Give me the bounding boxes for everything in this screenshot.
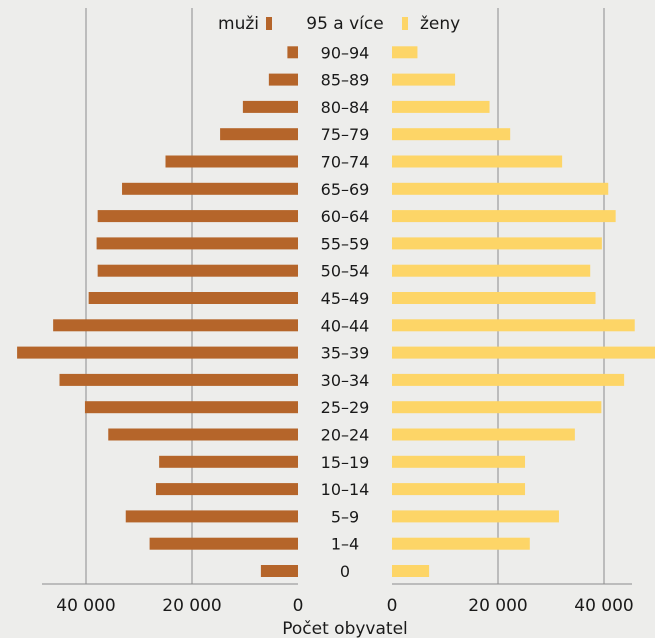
bar-men-12 [96,237,298,250]
age-label-12: 55–59 [321,234,370,253]
bar-women-7 [392,373,625,386]
bar-men-7 [59,373,298,386]
bar-men-16 [220,128,298,141]
age-label-15: 70–74 [321,153,370,172]
bar-men-9 [53,319,298,332]
legend-label-men: muži [218,14,259,34]
bar-women-11 [392,264,591,277]
bar-women-17 [392,100,490,113]
age-label-9: 40–44 [321,316,370,335]
bar-men-14 [122,182,298,195]
x-tick-labels: 40 000 20 000 0 0 20 000 40 000 [56,596,633,616]
age-label-1: 1–4 [331,535,359,554]
x-tick-3: 0 [387,596,398,616]
bar-men-0 [260,565,298,577]
legend-swatch-women [402,17,408,30]
legend-label-women: ženy [420,14,460,34]
legend-swatch-men [266,17,272,30]
age-label-16: 75–79 [321,125,370,144]
age-labels: 0 1–4 5–9 10–14 15–19 20–24 25–29 30–34 35–39 40–… [306,14,383,581]
bar-men-1 [149,537,298,550]
bar-women-5 [392,428,575,441]
bar-men-11 [97,264,298,277]
x-tick-4: 20 000 [468,596,527,616]
bar-women-19 [392,46,418,59]
age-label-2: 5–9 [331,507,359,526]
bar-women-6 [392,401,602,414]
bar-men-4 [159,455,298,468]
bar-women-14 [392,182,609,195]
age-label-18: 85–89 [321,71,370,90]
bar-women-1 [392,537,530,550]
bar-women-12 [392,237,602,250]
age-label-17: 80–84 [321,98,370,117]
bar-men-6 [84,401,298,414]
bar-men-8 [17,346,298,359]
bar-women-16 [392,128,511,141]
x-tick-5: 40 000 [574,596,633,616]
bar-women-0 [392,565,430,577]
bar-women-2 [392,510,559,523]
bar-women-18 [392,73,456,86]
bar-women-15 [392,155,563,168]
age-label-3: 10–14 [321,480,370,499]
bar-men-2 [125,510,298,523]
legend: muži ženy [218,14,460,34]
age-label-20: 95 a více [306,14,383,34]
x-tick-2: 0 [293,596,304,616]
bars [17,46,655,577]
bar-women-10 [392,292,596,304]
bar-men-13 [97,210,298,223]
age-label-7: 30–34 [321,371,370,390]
x-axis-label: Počet obyvatel [282,619,408,638]
bar-men-10 [88,292,299,304]
age-label-14: 65–69 [321,180,370,199]
bar-men-18 [268,73,298,86]
x-tick-0: 40 000 [56,596,115,616]
age-label-6: 25–29 [321,398,370,417]
age-label-0: 0 [340,562,350,581]
bar-women-13 [392,210,616,223]
bar-men-19 [287,46,298,59]
age-label-4: 15–19 [321,453,370,472]
age-label-13: 60–64 [321,207,370,226]
bar-women-8 [392,346,655,359]
age-label-5: 20–24 [321,426,370,445]
bar-men-5 [108,428,298,441]
age-label-8: 35–39 [321,344,370,363]
bar-women-3 [392,483,526,496]
bar-men-15 [165,155,298,168]
age-label-10: 45–49 [321,289,370,308]
bar-women-4 [392,455,526,468]
bar-men-3 [155,483,298,496]
age-label-19: 90–94 [321,43,370,62]
bar-women-9 [392,319,635,332]
x-tick-1: 20 000 [162,596,221,616]
bar-men-17 [242,100,298,113]
age-label-11: 50–54 [321,262,370,281]
